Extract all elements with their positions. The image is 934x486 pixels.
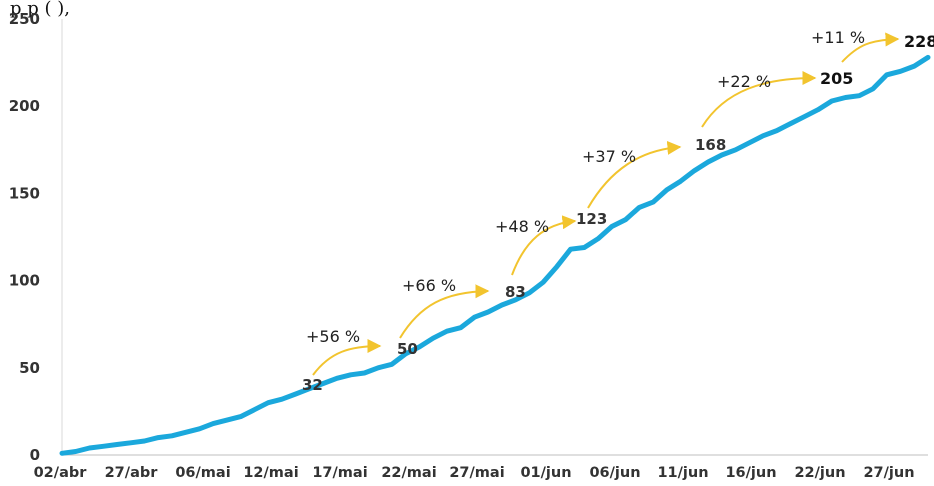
y-tick-label: 250 [9,10,40,28]
growth-label: +56 % [306,327,360,346]
x-tick-label: 16/jun [725,465,776,481]
growth-label: +48 % [495,217,549,236]
x-tick-label: 11/jun [657,465,708,481]
y-axis-ticks: 0 50 100 150 200 250 [9,10,40,464]
cumulative-line [62,57,928,453]
x-tick-label: 27/jun [863,465,914,481]
x-tick-label: 02/abr [34,465,88,481]
growth-label: +11 % [811,28,865,47]
growth-label: +37 % [582,147,636,166]
x-tick-label: 27/mai [449,465,504,481]
data-label: 32 [302,376,323,394]
growth-label: +66 % [402,276,456,295]
y-tick-label: 50 [19,359,40,377]
x-axis-ticks: 02/abr 27/abr 06/mai 12/mai 17/mai 22/mai 27/m… [34,465,915,481]
x-tick-label: 01/jun [520,465,571,481]
y-tick-label: 100 [9,272,40,290]
data-label: 205 [820,69,853,88]
y-tick-label: 0 [30,446,40,464]
x-tick-label: 22/jun [794,465,845,481]
data-label: 50 [397,340,418,358]
data-series [62,57,928,453]
y-tick-label: 200 [9,97,40,115]
data-labels: 32 50 83 123 168 205 228 +56 % +66 % +48 % +37 % +2… [302,28,934,394]
data-label: 123 [576,210,607,228]
x-tick-label: 06/mai [175,465,230,481]
x-tick-label: 27/abr [105,465,159,481]
data-label: 168 [695,136,726,154]
gridlines [62,19,928,455]
growth-arrows [313,39,898,375]
growth-label: +22 % [717,72,771,91]
y-tick-label: 150 [9,184,40,202]
data-label: 83 [505,283,526,301]
x-tick-label: 12/mai [243,465,298,481]
x-tick-label: 17/mai [312,465,367,481]
x-tick-label: 22/mai [381,465,436,481]
data-label: 228 [904,32,934,51]
x-tick-label: 06/jun [589,465,640,481]
